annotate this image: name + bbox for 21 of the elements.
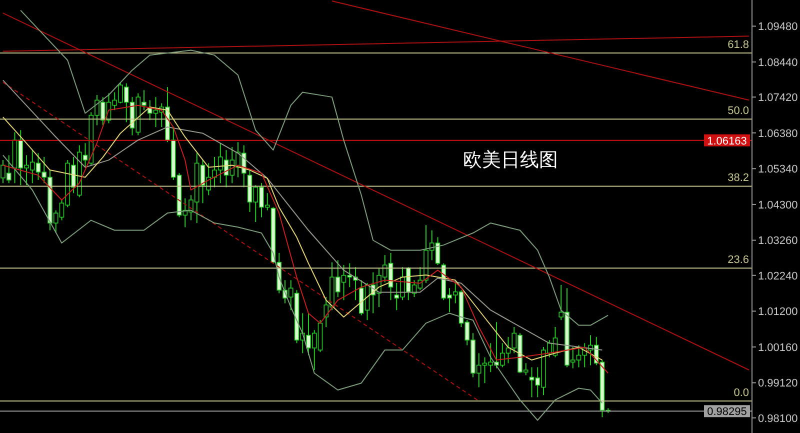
- line-series: [20, 10, 609, 326]
- annotation: 38.2: [728, 172, 749, 184]
- y-tick-label: 1.09480: [758, 21, 798, 34]
- annotation: 61.8: [728, 39, 749, 51]
- y-tick-label: 1.04300: [758, 199, 798, 212]
- annotation: 50.0: [728, 105, 749, 118]
- y-tick-label: 1.01200: [758, 306, 798, 318]
- y-tick-label: 1.00160: [758, 342, 798, 354]
- ref-line-label: 1.06163: [707, 135, 747, 148]
- y-tick-label: 0.99120: [758, 378, 798, 390]
- y-tick-label: 1.07420: [758, 92, 798, 104]
- y-tick-label: 1.06380: [758, 128, 798, 140]
- y-tick-label: 1.02240: [758, 270, 798, 282]
- ref-line-label: 0.98295: [707, 406, 747, 418]
- annotation: 欧美日线图: [463, 148, 558, 173]
- y-tick-label: 1.08440: [758, 56, 798, 69]
- y-tick-label: 1.03260: [758, 235, 798, 248]
- y-tick-label: 0.98100: [758, 412, 798, 425]
- y-tick-label: 1.05340: [758, 164, 798, 176]
- annotation: 0.0: [734, 386, 749, 399]
- annotation: 23.6: [728, 254, 749, 266]
